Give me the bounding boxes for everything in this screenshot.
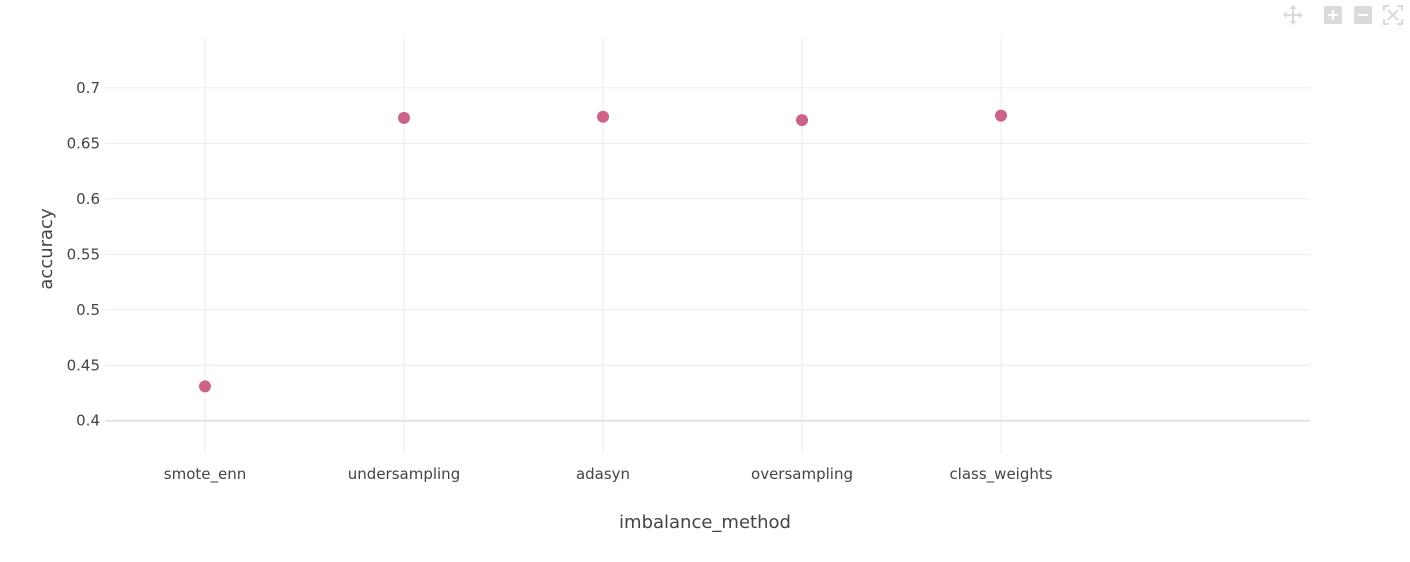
data-point[interactable] [199,380,211,393]
zoom-in-icon [1324,6,1342,24]
x-axis-title: imbalance_method [619,512,791,533]
y-tick-label: 0.4 [76,412,100,430]
pan-icon [1283,5,1303,25]
y-axis-title: accuracy [36,208,57,290]
autoscale-icon [1383,5,1403,25]
zoom-out-button[interactable] [1352,4,1374,26]
x-tick-label: undersampling [348,465,460,483]
y-tick-label: 0.55 [67,245,100,263]
y-tick-label: 0.7 [76,79,100,97]
x-tick-label: class_weights [949,465,1052,484]
gridlines [105,38,1310,454]
data-points [199,109,1007,393]
y-tick-label: 0.45 [67,356,100,374]
modebar [1274,4,1404,26]
data-point[interactable] [398,111,410,124]
y-tick-label: 0.5 [76,301,100,319]
zoom-out-icon [1354,6,1372,24]
x-tick-label: oversampling [751,465,853,483]
autoscale-button[interactable] [1382,4,1404,26]
data-point[interactable] [796,114,808,127]
y-tick-labels: 0.4 0.45 0.5 0.55 0.6 0.65 0.7 [67,79,100,430]
y-tick-label: 0.6 [76,190,100,208]
data-point[interactable] [995,109,1007,122]
x-tick-label: adasyn [576,465,630,483]
zoom-in-button[interactable] [1322,4,1344,26]
y-tick-label: 0.65 [67,134,100,152]
pan-button[interactable] [1282,4,1304,26]
data-point[interactable] [597,110,609,123]
x-tick-labels: smote_enn undersampling adasyn oversampling… [164,465,1053,484]
x-tick-label: smote_enn [164,465,246,484]
